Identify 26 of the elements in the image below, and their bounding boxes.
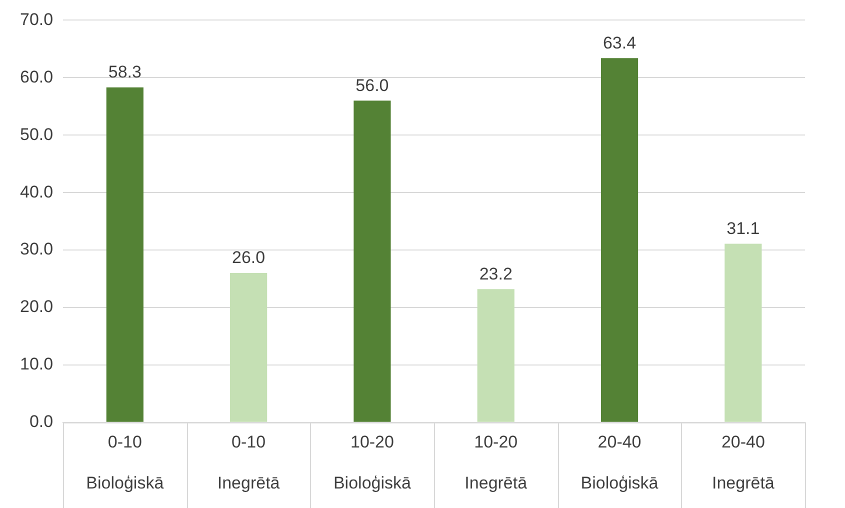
bar — [477, 289, 514, 422]
category-label: 20-40 Bioloģiskā — [580, 432, 658, 492]
y-tick-label: 50.0 — [20, 124, 54, 144]
data-label: 23.2 — [479, 264, 512, 284]
y-tick-label: 60.0 — [20, 67, 54, 86]
category-label: 0-10 Bioloģiskā — [86, 432, 164, 492]
y-tick-label: 20.0 — [20, 297, 54, 316]
bar — [106, 87, 144, 422]
data-label: 56.0 — [356, 76, 389, 95]
data-label: 26.0 — [232, 248, 266, 268]
bar — [724, 244, 762, 422]
y-tick-label: 10.0 — [20, 354, 54, 374]
data-label: 63.4 — [602, 33, 636, 52]
y-tick-label: 30.0 — [20, 240, 54, 259]
bar — [354, 100, 391, 422]
category-label: 10-20 Bioloģiskā — [333, 432, 411, 492]
bar — [230, 273, 268, 422]
data-label: 58.3 — [108, 62, 142, 82]
bar — [600, 58, 638, 422]
data-label: 31.1 — [726, 218, 760, 238]
category-label: 20-40 Inegrētā — [712, 432, 774, 492]
y-tick-label: 0.0 — [29, 412, 54, 432]
category-label: 0-10 Inegrētā — [217, 432, 280, 492]
y-tick-label: 40.0 — [20, 182, 54, 202]
y-tick-label: 70.0 — [20, 10, 54, 29]
category-label: 10-20 Inegrētā — [464, 432, 528, 492]
